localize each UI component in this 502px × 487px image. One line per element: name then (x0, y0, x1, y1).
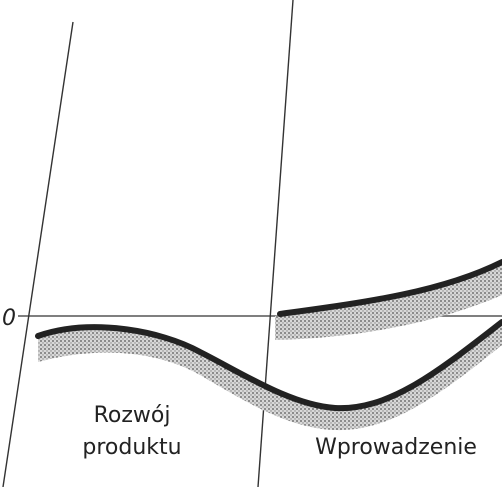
cash-flow-curve (35, 319, 502, 412)
phase-label: produktu (82, 435, 181, 460)
phase-label: Wprowadzenie (315, 435, 477, 460)
shading (38, 322, 502, 431)
phase-divider (2, 21, 74, 487)
zero-label: 0 (2, 306, 16, 331)
sales-curve (277, 259, 502, 317)
phase-label: Rozwój (94, 403, 171, 428)
shading (275, 262, 502, 340)
